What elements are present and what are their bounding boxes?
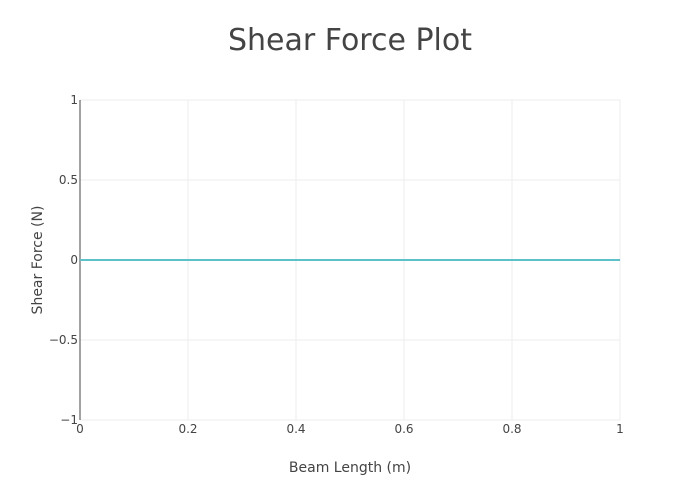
y-axis-title: Shear Force (N) xyxy=(30,206,46,315)
x-tick-label: 0.2 xyxy=(178,422,197,436)
y-tick-label: 1 xyxy=(70,93,78,107)
x-axis-title: Beam Length (m) xyxy=(289,460,411,476)
x-tick-label: 0.6 xyxy=(394,422,413,436)
tick-layer: 0 0.2 0.4 0.6 0.8 1 −1 −0.5 0 0.5 1 xyxy=(49,93,624,436)
y-tick-label: 0.5 xyxy=(59,173,78,187)
x-tick-label: 0.4 xyxy=(286,422,305,436)
x-tick-label: 1 xyxy=(616,422,624,436)
x-tick-label: 0.8 xyxy=(502,422,521,436)
chart-title: Shear Force Plot xyxy=(228,23,472,58)
y-tick-label: −0.5 xyxy=(49,333,78,347)
x-tick-label: 0 xyxy=(76,422,84,436)
y-tick-label: −1 xyxy=(60,413,78,427)
y-tick-label: 0 xyxy=(70,253,78,267)
